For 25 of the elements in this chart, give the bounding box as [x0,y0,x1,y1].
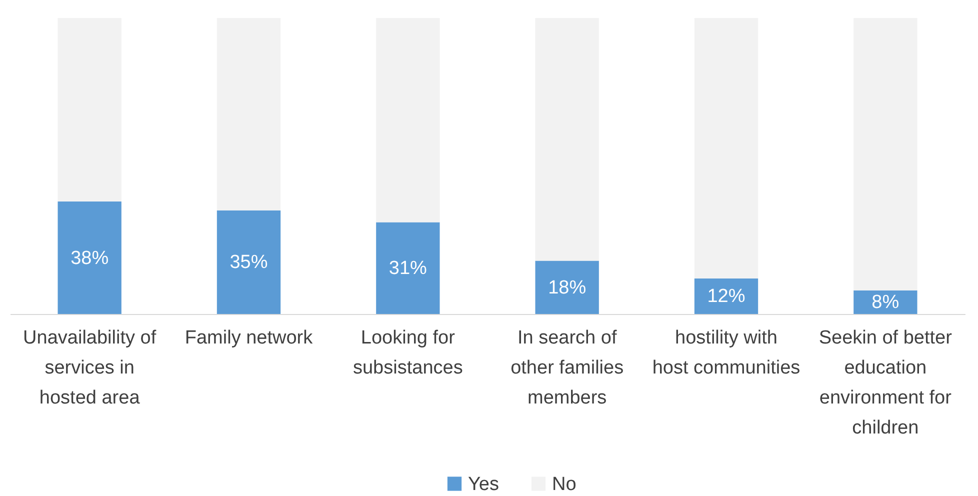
legend-label: Yes [468,474,499,495]
data-label: 12% [707,286,746,308]
data-label: 35% [230,252,268,274]
x-tick-label: hostility with host communities [652,328,800,378]
bar [58,18,122,202]
bar [535,260,599,314]
bar [854,18,918,290]
bar [58,202,122,314]
bar [376,18,440,222]
data-label: 38% [70,248,109,269]
bar [694,18,758,278]
x-tick-label: Looking for subsistances [352,328,463,378]
bar [376,222,440,314]
bar [216,18,281,210]
x-tick-label: Family network [184,328,314,348]
legend-label: No [552,474,576,495]
x-tick-label: Unavailability of services in hosted area [23,328,157,408]
bar [694,278,758,314]
data-label: 8% [872,292,900,314]
bar [535,18,599,261]
x-tick-label: In search of other families members [510,328,624,408]
x-tick-label: Seekin of better education environment for children [818,328,953,438]
bar [216,210,281,314]
data-label: 31% [388,258,428,280]
data-label: 18% [548,277,586,298]
